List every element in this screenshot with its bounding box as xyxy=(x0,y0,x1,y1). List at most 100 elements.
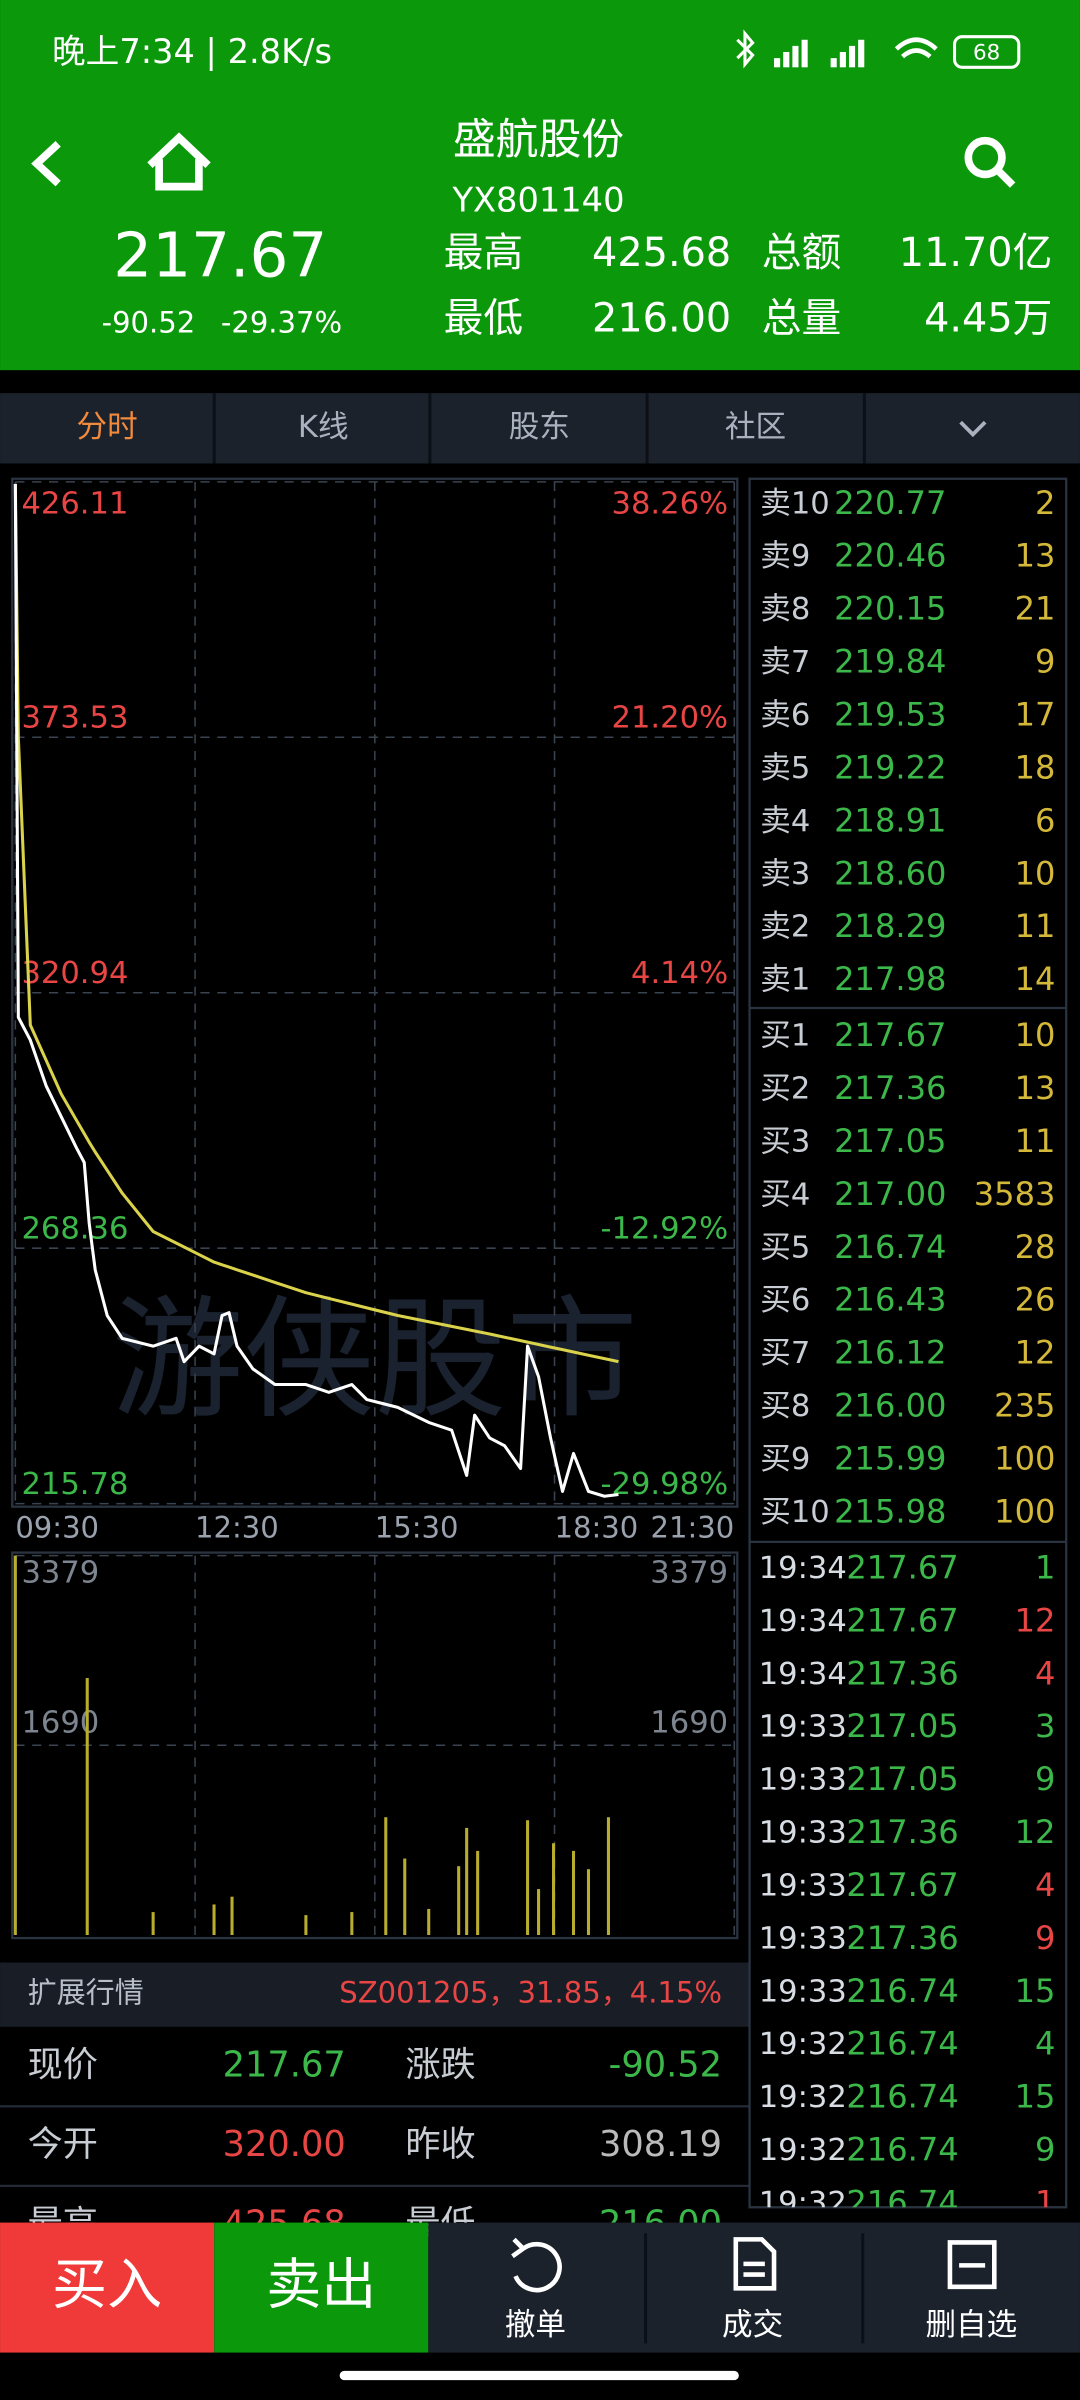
order-level: 卖3 xyxy=(760,857,810,892)
tab[interactable]: K线 xyxy=(298,410,349,445)
order-volume: 9 xyxy=(1035,643,1055,681)
toolbar-button[interactable]: 买入 xyxy=(52,2252,162,2316)
trade-volume: 1 xyxy=(1035,1548,1055,1586)
order-level: 卖5 xyxy=(760,751,810,786)
trade-time: 19:34 xyxy=(759,1604,847,1639)
toolbar-button[interactable]: 卖出 xyxy=(266,2252,376,2316)
toolbar-button[interactable]: 成交 xyxy=(722,2308,783,2343)
tab[interactable]: 分时 xyxy=(77,410,138,445)
x-tick-label: 15:30 xyxy=(375,1511,459,1545)
y-tick-label: 426.11 xyxy=(21,486,128,521)
trade-volume: 4 xyxy=(1035,1866,1055,1904)
undo-icon xyxy=(511,2237,562,2293)
sell-button-bg[interactable] xyxy=(214,2222,429,2353)
trade-volume: 3 xyxy=(1035,1707,1055,1745)
extended-dividers xyxy=(0,2105,750,2187)
order-price: 216.00 xyxy=(834,1387,946,1425)
order-volume: 14 xyxy=(1015,960,1056,998)
trade-price: 217.67 xyxy=(846,1866,958,1904)
order-volume: 21 xyxy=(1015,590,1056,628)
trade-time: 19:33 xyxy=(759,1710,847,1745)
y2-tick-label: -12.92% xyxy=(601,1211,729,1246)
trade-volume: 4 xyxy=(1035,1654,1055,1692)
tab-more[interactable] xyxy=(959,420,987,438)
order-volume: 100 xyxy=(994,1439,1055,1477)
order-price: 220.15 xyxy=(834,590,946,628)
x-tick-label: 21:30 xyxy=(651,1511,735,1545)
tab[interactable]: 社区 xyxy=(725,410,786,445)
order-price: 216.12 xyxy=(834,1334,946,1372)
order-price: 215.99 xyxy=(834,1439,946,1477)
order-price: 219.84 xyxy=(834,643,946,681)
stat-label: 总额 xyxy=(762,230,842,276)
volume-bar xyxy=(304,1915,308,1935)
order-volume: 2 xyxy=(1035,484,1055,522)
extended-value: 308.19 xyxy=(599,2124,722,2165)
order-volume: 100 xyxy=(994,1492,1055,1530)
home-button[interactable] xyxy=(147,132,211,191)
order-volume: 11 xyxy=(1015,1122,1056,1160)
y2-tick-label: 38.26% xyxy=(612,486,729,521)
buy-button-bg[interactable] xyxy=(0,2222,215,2353)
status-icons xyxy=(736,29,1021,69)
order-level: 买3 xyxy=(760,1124,810,1159)
toolbar-icons xyxy=(511,2237,997,2293)
order-level: 卖4 xyxy=(760,804,810,839)
trade-volume: 12 xyxy=(1015,1813,1056,1851)
tab[interactable]: 股东 xyxy=(509,410,570,445)
content: 晚上7:34 | 2.8K/s 68 盛航股份 YX801140 217.67 -90.5… xyxy=(11,32,1068,2245)
order-volume: 235 xyxy=(994,1387,1055,1425)
order-volume: 12 xyxy=(1015,1334,1056,1372)
order-price: 216.43 xyxy=(834,1281,946,1319)
trade-volume: 12 xyxy=(1015,1601,1056,1639)
y-tick-label: 320.94 xyxy=(21,956,128,991)
trade-price: 216.74 xyxy=(846,2184,958,2222)
y2-tick-label: 4.14% xyxy=(631,956,728,991)
trade-price: 217.36 xyxy=(846,1813,958,1851)
back-button[interactable] xyxy=(31,140,61,187)
order-level: 买2 xyxy=(760,1072,810,1107)
trade-price: 216.74 xyxy=(846,2078,958,2116)
extended-label: 现价 xyxy=(28,2045,98,2086)
status-time: 晚上7:34 | 2.8K/s xyxy=(52,32,332,71)
extended-title: 扩展行情 xyxy=(28,1976,144,2010)
order-volume: 11 xyxy=(1015,907,1056,945)
toolbar-button[interactable]: 撤单 xyxy=(505,2308,566,2343)
trade-volume: 4 xyxy=(1035,2025,1055,2063)
search-button[interactable] xyxy=(964,136,1016,188)
battery-level: 68 xyxy=(973,41,1000,66)
order-level: 卖7 xyxy=(760,645,810,680)
order-level: 卖1 xyxy=(760,963,810,998)
order-price: 215.98 xyxy=(834,1492,946,1530)
order-level: 卖9 xyxy=(760,539,810,574)
stat-label: 总量 xyxy=(762,296,842,342)
y2-tick-label: 21.20% xyxy=(612,700,729,735)
volume-bar xyxy=(230,1896,234,1935)
trade-price: 217.05 xyxy=(846,1760,958,1798)
extended-label: 昨收 xyxy=(405,2124,475,2165)
order-price: 219.53 xyxy=(834,695,946,733)
battery-icon xyxy=(953,35,1021,69)
order-level: 买8 xyxy=(760,1389,810,1424)
trade-time: 19:33 xyxy=(759,1921,847,1956)
stat-value: 11.70亿 xyxy=(899,230,1053,276)
stat-value: 4.45万 xyxy=(924,296,1052,342)
toolbar-dividers xyxy=(644,2233,865,2344)
y-tick-label: 373.53 xyxy=(21,700,128,735)
order-level: 买4 xyxy=(760,1177,810,1212)
order-volume: 17 xyxy=(1015,695,1056,733)
stat-label: 最高 xyxy=(444,230,524,276)
deal-icon xyxy=(733,2237,777,2291)
toolbar-button[interactable]: 删自选 xyxy=(925,2308,1017,2343)
order-level: 买9 xyxy=(760,1442,810,1477)
trade-time: 19:34 xyxy=(759,1551,847,1586)
price-change: -90.52 xyxy=(102,305,196,339)
order-price: 217.36 xyxy=(834,1069,946,1107)
plot-frame xyxy=(11,1551,739,1940)
order-price: 216.74 xyxy=(834,1228,946,1266)
volume-bar xyxy=(571,1850,576,1935)
header-icons[interactable] xyxy=(31,132,1016,191)
order-book-frame xyxy=(748,477,1068,2209)
price-line xyxy=(13,483,619,1498)
extended-header-bg xyxy=(0,1962,750,2027)
